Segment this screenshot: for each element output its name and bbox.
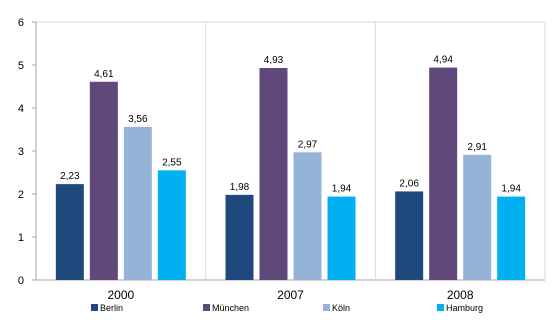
bar <box>293 152 322 280</box>
data-label: 2,97 <box>298 139 318 150</box>
data-label: 4,93 <box>264 55 284 66</box>
bar <box>395 191 424 280</box>
data-label: 4,94 <box>433 55 453 66</box>
y-tick-label: 0 <box>18 275 24 287</box>
x-category-label: 2000 <box>107 288 134 302</box>
data-label: 2,91 <box>467 142 487 153</box>
data-label: 1,94 <box>332 184 352 195</box>
data-label: 2,06 <box>399 178 419 189</box>
y-tick-label: 3 <box>18 146 24 158</box>
data-label: 2,55 <box>162 157 182 168</box>
legend-label: Köln <box>332 303 350 313</box>
y-tick-label: 5 <box>18 60 24 72</box>
legend-swatch <box>437 304 444 311</box>
y-tick-label: 1 <box>18 232 24 244</box>
data-label: 4,61 <box>94 69 114 80</box>
legend-swatch <box>91 304 98 311</box>
legend-label: Berlin <box>100 303 123 313</box>
legend-label: München <box>212 303 249 313</box>
y-tick-label: 6 <box>18 17 24 29</box>
bar <box>55 184 84 280</box>
legend-label: Hamburg <box>446 303 483 313</box>
bar <box>123 126 152 280</box>
data-label: 1,98 <box>230 182 250 193</box>
bar <box>497 196 526 280</box>
y-tick-label: 2 <box>18 189 24 201</box>
y-tick-label: 4 <box>18 103 24 115</box>
data-label: 2,23 <box>60 171 80 182</box>
bar <box>89 81 118 281</box>
bar <box>157 170 186 280</box>
x-category-label: 2008 <box>447 288 474 302</box>
legend-swatch <box>323 304 330 311</box>
legend-swatch <box>203 304 210 311</box>
bar <box>429 67 458 280</box>
x-category-label: 2007 <box>277 288 304 302</box>
data-label: 1,94 <box>501 184 521 195</box>
bar <box>327 196 356 280</box>
data-label: 3,56 <box>128 114 148 125</box>
bar <box>463 154 492 280</box>
bar <box>225 194 254 280</box>
bar <box>259 68 288 280</box>
